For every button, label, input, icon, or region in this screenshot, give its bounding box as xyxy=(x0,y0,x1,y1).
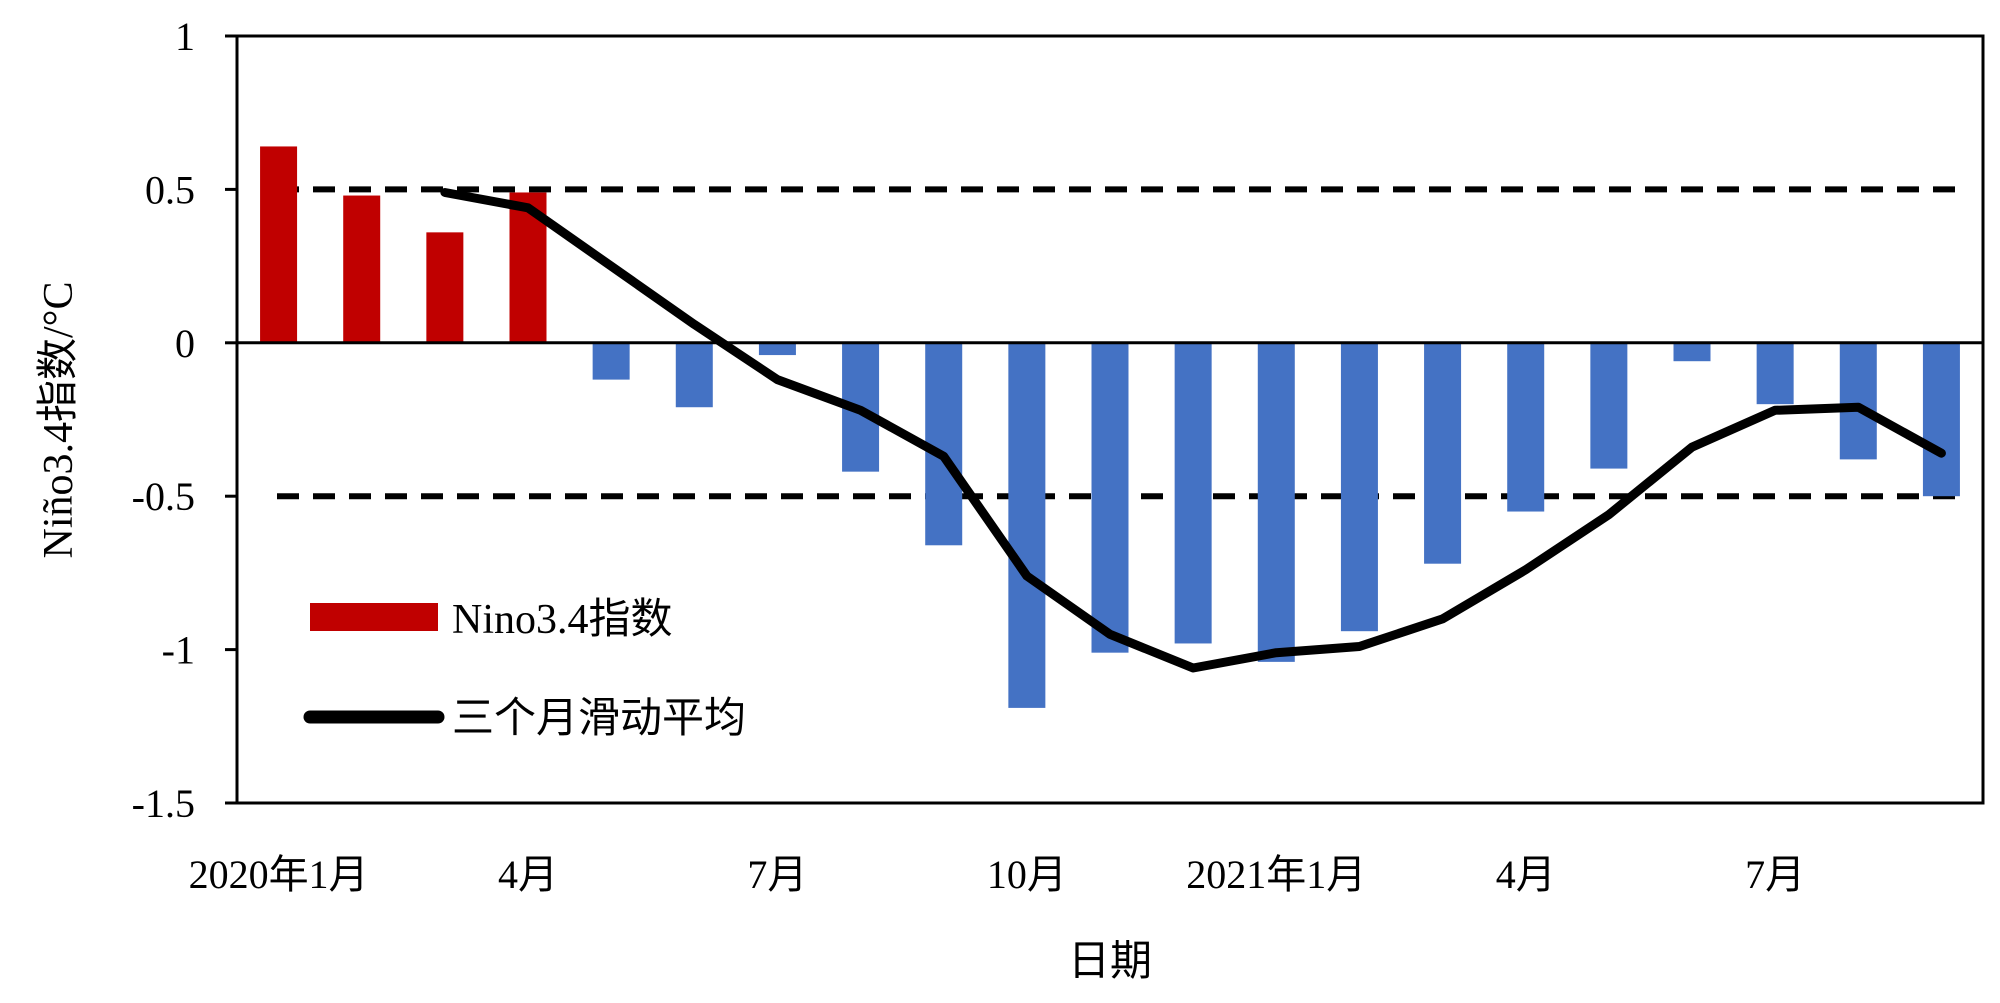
x-tick-label: 4月 xyxy=(498,852,558,897)
y-tick-label: 0.5 xyxy=(145,167,195,212)
x-tick-label: 7月 xyxy=(1745,852,1805,897)
bar-2020-01 xyxy=(260,146,298,343)
bar-2021-05 xyxy=(1590,342,1628,469)
bar-2020-12 xyxy=(1174,342,1212,644)
x-axis-title: 日期 xyxy=(1068,939,1152,985)
bar-2020-02 xyxy=(343,195,381,343)
y-tick-label: -1.5 xyxy=(132,781,195,826)
bar-2021-03 xyxy=(1424,342,1462,564)
bar-2021-07 xyxy=(1756,342,1794,405)
bar-2021-08 xyxy=(1839,342,1877,460)
plot-frame xyxy=(235,34,1985,805)
bar-2021-06 xyxy=(1673,342,1711,362)
bar-2020-03 xyxy=(426,232,464,343)
y-tick-label: 0 xyxy=(175,321,195,366)
moving-average-line xyxy=(440,188,1946,673)
plot-area xyxy=(235,34,1985,805)
legend-label-line: 三个月滑动平均 xyxy=(452,696,746,742)
bar-2021-02 xyxy=(1340,342,1378,632)
bar-series xyxy=(260,146,1960,708)
bar-2020-07 xyxy=(758,342,796,356)
bar-2020-06 xyxy=(675,342,713,408)
bar-2020-10 xyxy=(1008,342,1046,708)
legend-swatch-bars xyxy=(310,603,438,631)
legend: Nino3.4指数 三个月滑动平均 xyxy=(303,597,746,742)
x-tick-label: 2020年1月 xyxy=(189,852,369,897)
y-tick-label: -0.5 xyxy=(132,474,195,519)
x-tick-label: 2021年1月 xyxy=(1186,852,1366,897)
moving-average-series xyxy=(440,188,1946,673)
legend-label-bars: Nino3.4指数 xyxy=(452,597,673,643)
bar-2020-05 xyxy=(592,342,630,380)
y-tick-label: 1 xyxy=(175,14,195,59)
bar-2021-01 xyxy=(1257,342,1295,662)
bar-2020-09 xyxy=(925,342,963,546)
bar-2021-04 xyxy=(1507,342,1545,512)
y-tick-label: -1 xyxy=(162,628,195,673)
x-axis-ticks: 2020年1月 4月 7月 10月 2021年1月 4月 7月 xyxy=(189,852,1806,897)
x-tick-label: 10月 xyxy=(987,852,1067,897)
x-tick-label: 7月 xyxy=(747,852,807,897)
bar-2021-09 xyxy=(1922,342,1960,497)
x-tick-label: 4月 xyxy=(1496,852,1556,897)
bar-2020-11 xyxy=(1091,342,1129,653)
y-axis-title: Niño3.4指数/°C xyxy=(36,282,82,559)
y-axis-ticks: 1 0.5 0 -0.5 -1 -1.5 xyxy=(132,14,237,826)
